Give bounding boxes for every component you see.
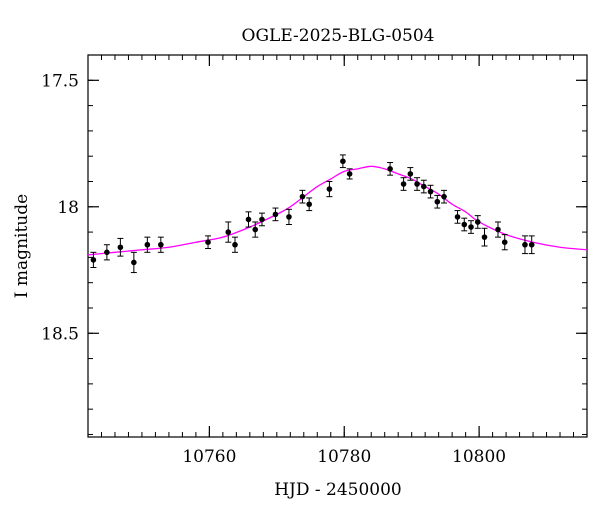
point-marker	[346, 171, 353, 177]
data-point	[252, 221, 259, 238]
data-point	[258, 212, 265, 227]
data-point	[339, 154, 346, 169]
data-point	[157, 236, 164, 253]
y-tick-label: 18	[57, 198, 79, 218]
point-marker	[158, 241, 164, 248]
point-marker	[245, 216, 252, 223]
data-point	[326, 180, 333, 198]
point-marker	[252, 226, 259, 233]
chart-title: OGLE-2025-BLG-0504	[242, 26, 435, 46]
point-marker	[474, 219, 481, 225]
point-marker	[225, 229, 232, 235]
model-curve	[87, 165, 588, 256]
x-tick-label: 10760	[182, 447, 236, 467]
point-marker	[90, 257, 97, 263]
data-point	[468, 220, 475, 234]
data-point	[528, 235, 535, 255]
point-marker	[131, 259, 137, 266]
data-point	[117, 237, 124, 257]
point-marker	[326, 186, 333, 192]
data-point	[90, 251, 97, 269]
point-marker	[306, 201, 312, 208]
data-point	[144, 236, 151, 253]
point-marker	[104, 249, 110, 256]
point-marker	[495, 226, 501, 233]
plot-frame	[87, 54, 588, 438]
point-marker	[232, 241, 238, 248]
data-point	[494, 221, 501, 238]
model-curve-layer	[87, 165, 588, 256]
x-tick-label: 10800	[452, 447, 506, 467]
data-point	[407, 167, 414, 181]
point-marker	[421, 183, 427, 190]
point-marker	[454, 214, 461, 220]
y-axis-label: I magnitude	[12, 194, 32, 298]
data-points-layer	[90, 154, 535, 274]
data-point	[285, 208, 292, 225]
data-point	[501, 234, 508, 251]
point-marker	[205, 239, 211, 246]
data-point	[474, 215, 481, 229]
point-marker	[481, 234, 488, 240]
data-point	[103, 244, 110, 261]
point-marker	[461, 221, 468, 228]
x-axis-label: HJD - 2450000	[274, 480, 402, 500]
point-marker	[340, 158, 346, 165]
data-point	[427, 184, 434, 199]
point-marker	[441, 193, 447, 200]
data-point	[461, 217, 468, 232]
data-point	[481, 227, 488, 247]
point-marker	[259, 216, 265, 223]
data-point	[414, 177, 421, 191]
point-marker	[414, 181, 420, 187]
point-marker	[299, 193, 306, 200]
point-marker	[501, 239, 508, 246]
point-marker	[117, 244, 124, 251]
point-marker	[272, 211, 279, 218]
data-point	[232, 236, 239, 253]
point-marker	[286, 214, 292, 220]
data-point	[441, 189, 448, 204]
data-point	[245, 211, 252, 228]
data-point	[205, 235, 212, 250]
data-point	[420, 179, 427, 194]
point-marker	[387, 166, 393, 172]
data-point	[306, 197, 313, 212]
x-tick-label: 10780	[317, 447, 371, 467]
point-marker	[400, 181, 407, 187]
data-point	[454, 210, 461, 224]
data-point	[225, 221, 232, 243]
point-marker	[468, 224, 474, 230]
point-marker	[528, 241, 535, 248]
y-tick-label: 17.5	[41, 71, 79, 91]
data-point	[521, 235, 528, 255]
data-point	[400, 177, 407, 191]
data-point	[299, 189, 306, 204]
axis-ticks	[87, 54, 588, 437]
data-point	[272, 207, 279, 222]
point-marker	[144, 241, 151, 248]
data-point	[346, 168, 353, 180]
point-marker	[427, 188, 434, 195]
data-point	[387, 162, 394, 176]
data-point	[130, 251, 137, 274]
point-marker	[434, 198, 441, 205]
axis-tick-labels: 10760 10780 10800 17.5 18 18.5	[41, 71, 506, 467]
data-point	[434, 194, 441, 209]
y-tick-label: 18.5	[41, 324, 79, 344]
point-marker	[522, 241, 528, 248]
point-marker	[407, 171, 414, 177]
